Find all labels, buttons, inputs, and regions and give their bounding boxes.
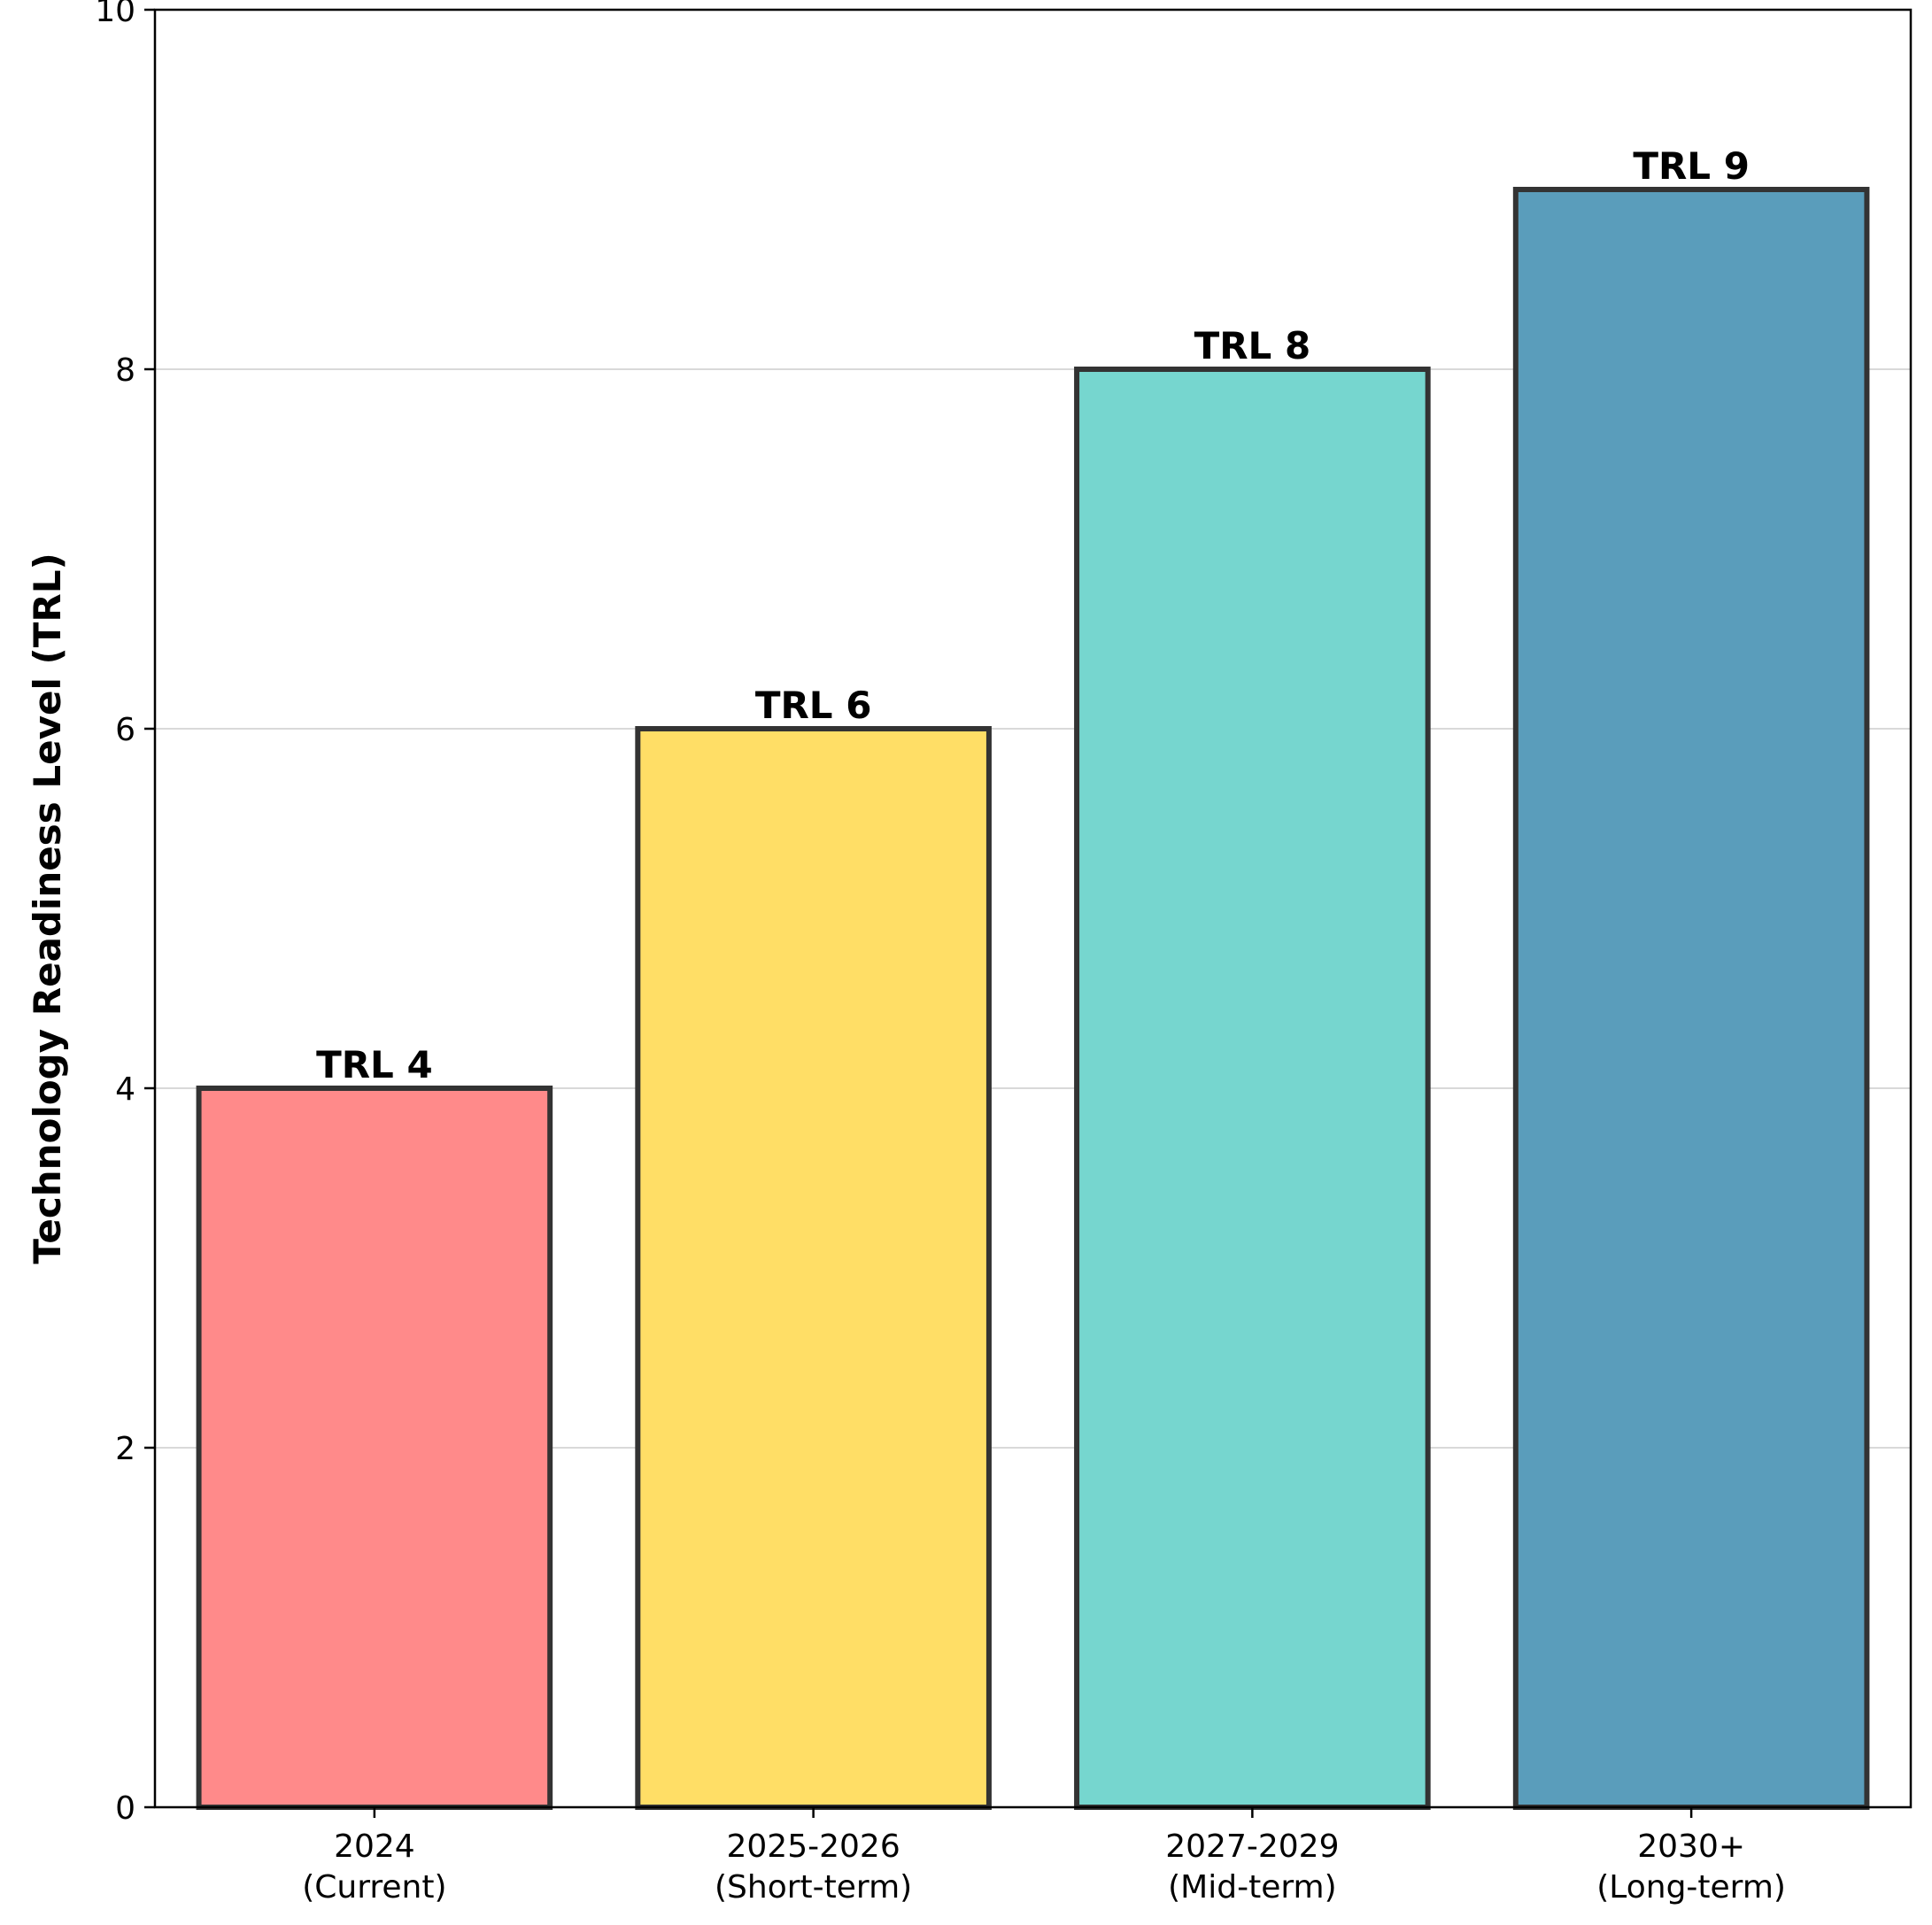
y-axis-title: Technology Readiness Level (TRL) [26,553,69,1264]
x-tick-label: (Short-term) [715,1869,912,1906]
y-tick-label: 2 [115,1431,135,1467]
y-tick-label: 10 [95,0,135,29]
x-tick-label: 2024 [334,1828,415,1865]
x-tick-label: 2025-2026 [727,1828,900,1865]
plot-frame [153,8,1913,1809]
bar-value-label: TRL 9 [1633,144,1750,188]
y-tick-label: 0 [115,1790,135,1827]
data-labels: TRL 4 TRL 6 TRL 8 TRL 9 [316,144,1750,1086]
y-tick-label: 6 [115,712,135,748]
bar-value-label: TRL 8 [1194,324,1311,367]
x-tick-label: (Long-term) [1596,1869,1786,1906]
bar [196,1086,553,1810]
bar-value-label: TRL 6 [755,684,872,727]
bar-value-label: TRL 4 [316,1043,433,1086]
x-tick-label: (Current) [302,1869,446,1906]
x-axis-ticks: 2024 (Current) 2025-2026 (Short-term) 2027-2… [302,1807,1786,1906]
y-tick-label: 8 [115,352,135,389]
y-axis-ticks: 0 2 4 6 8 10 [95,0,155,1827]
bar [1074,367,1431,1810]
x-tick-label: 2027-2029 [1165,1828,1339,1865]
bar [635,726,992,1810]
bars [196,187,1870,1810]
x-tick-label: 2030+ [1637,1828,1745,1865]
x-tick-label: (Mid-term) [1168,1869,1337,1906]
bar [1512,187,1870,1810]
y-tick-label: 4 [115,1071,135,1108]
